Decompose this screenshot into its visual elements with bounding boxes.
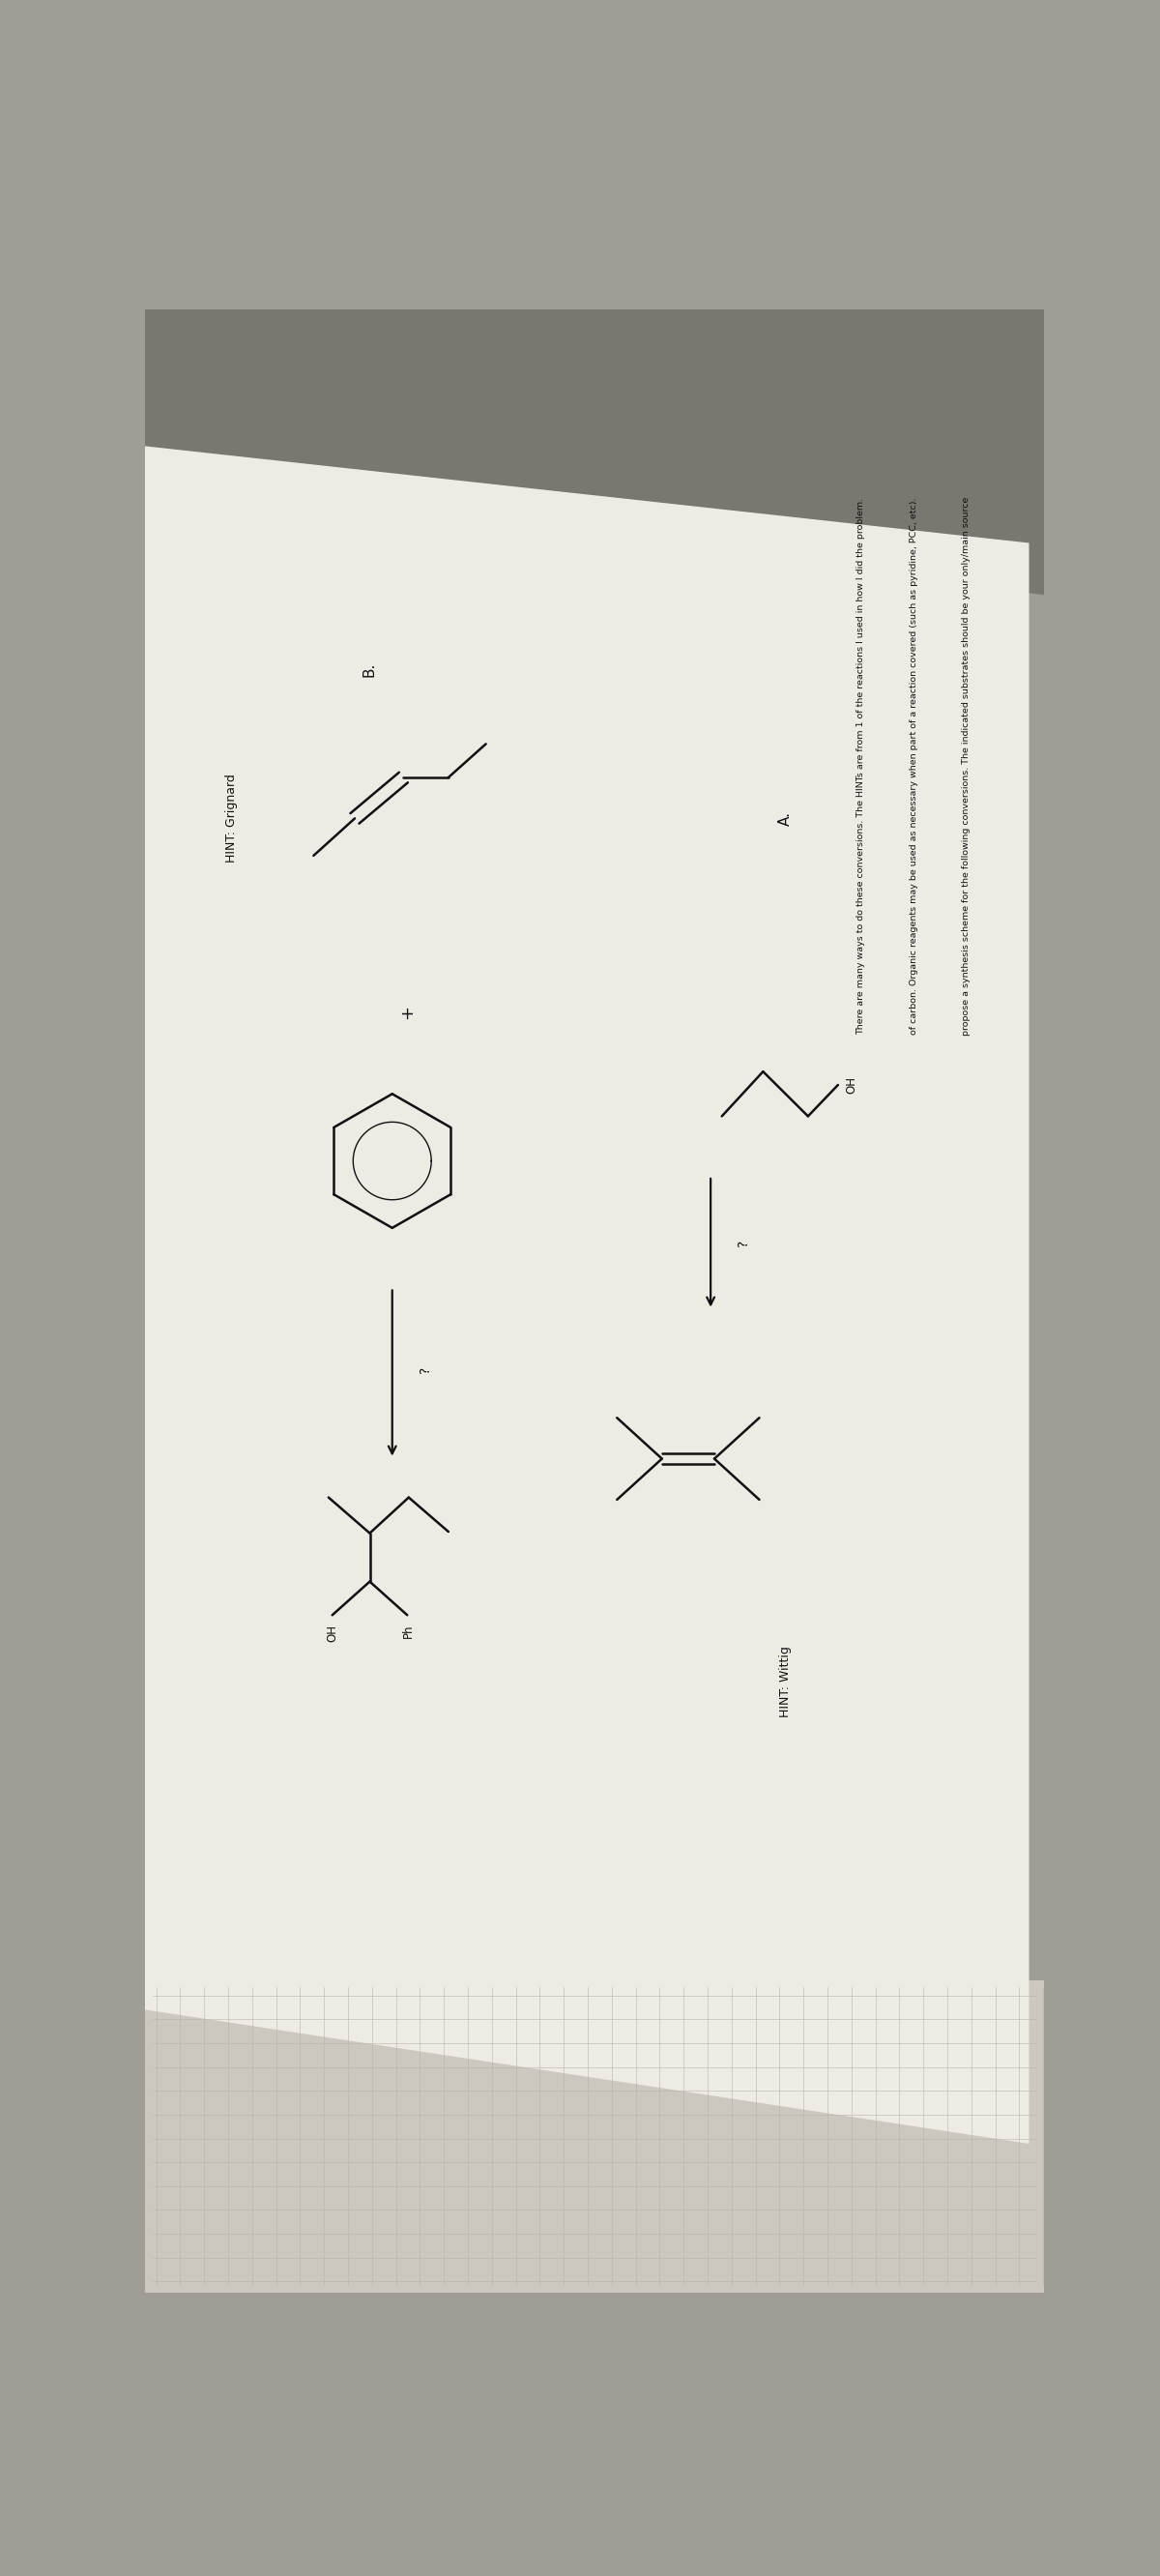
- Text: Ph: Ph: [403, 1623, 415, 1638]
- Polygon shape: [145, 446, 1029, 2143]
- Polygon shape: [145, 309, 1044, 595]
- Text: OH: OH: [326, 1623, 339, 1641]
- Text: propose a synthesis scheme for the following conversions. The indicated substrat: propose a synthesis scheme for the follo…: [962, 497, 970, 1036]
- Text: ?: ?: [419, 1365, 432, 1373]
- Text: There are many ways to do these conversions. The HINTs are from 1 of the reactio: There are many ways to do these conversi…: [857, 497, 865, 1036]
- Bar: [145, 1981, 1044, 2293]
- Text: +: +: [399, 1005, 416, 1020]
- Text: OH: OH: [846, 1077, 858, 1095]
- Text: A.: A.: [778, 811, 792, 827]
- Text: of carbon. Organic reagents may be used as necessary when part of a reaction cov: of carbon. Organic reagents may be used …: [909, 497, 918, 1036]
- Text: HINT: Grignard: HINT: Grignard: [225, 773, 238, 863]
- Text: HINT: Wittig: HINT: Wittig: [780, 1646, 792, 1718]
- Text: B.: B.: [362, 662, 377, 677]
- Text: ?: ?: [737, 1239, 751, 1247]
